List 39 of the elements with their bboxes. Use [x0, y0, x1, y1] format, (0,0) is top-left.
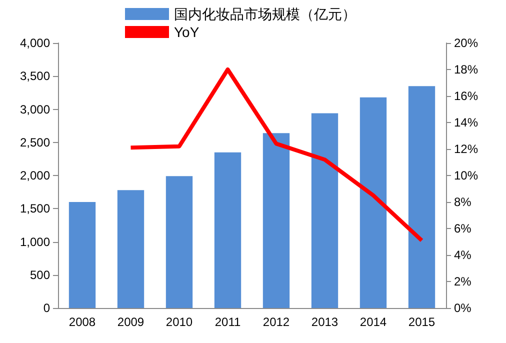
y2-tick-label: 20% — [454, 36, 478, 50]
x-tick-label: 2011 — [214, 315, 241, 329]
y2-tick-label: 8% — [454, 195, 472, 209]
x-tick-label: 2013 — [311, 315, 338, 329]
bar — [117, 190, 144, 308]
bar — [311, 113, 338, 308]
legend-label: 国内化妆品市场规模（亿元） — [174, 6, 356, 22]
y2-tick-label: 0% — [454, 301, 472, 315]
y-tick-label: 3,000 — [20, 102, 50, 116]
y-tick-label: 1,000 — [20, 234, 50, 249]
bar — [408, 86, 436, 308]
x-tick-label: 2008 — [68, 315, 96, 329]
y2-tick-label: 6% — [454, 222, 472, 236]
y-tick-label: 2,500 — [20, 135, 50, 150]
x-tick-label: 2014 — [360, 315, 387, 329]
bar — [68, 202, 96, 308]
y-tick-label: 3,500 — [20, 69, 50, 84]
y2-tick-label: 4% — [454, 248, 472, 262]
y-tick-label: 0 — [43, 301, 50, 315]
bar — [262, 133, 290, 308]
y-tick-label: 1,500 — [20, 202, 50, 216]
y2-tick-label: 10% — [454, 168, 478, 182]
legend-label: YoY — [174, 24, 200, 40]
x-tick-label: 2012 — [262, 315, 290, 329]
x-tick-label: 2015 — [408, 315, 436, 329]
bar — [166, 176, 193, 308]
y2-tick-label: 2% — [454, 274, 472, 288]
bar — [360, 97, 387, 308]
y-tick-label: 2,000 — [20, 168, 50, 182]
y2-tick-label: 16% — [454, 89, 478, 103]
bar — [214, 152, 242, 308]
x-tick-label: 2010 — [166, 315, 193, 329]
x-tick-label: 2009 — [117, 315, 144, 329]
y-tick-label: 4,000 — [20, 36, 50, 50]
y-tick-label: 500 — [30, 268, 50, 282]
y2-tick-label: 12% — [454, 142, 478, 156]
line-series — [128, 68, 424, 242]
y2-tick-label: 18% — [454, 62, 478, 76]
y2-tick-label: 14% — [454, 116, 478, 130]
